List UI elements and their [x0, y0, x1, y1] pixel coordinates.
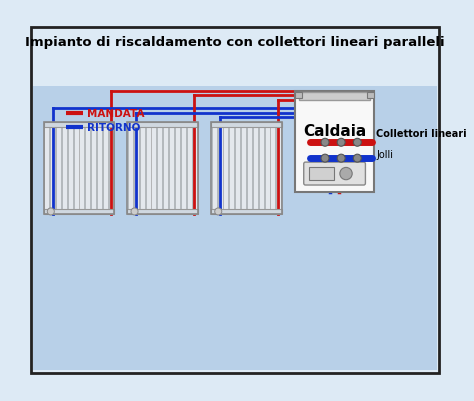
Bar: [33, 87, 437, 370]
Bar: [211, 122, 282, 215]
Bar: [295, 91, 374, 192]
Text: Caldaia: Caldaia: [303, 124, 366, 139]
Bar: [44, 122, 114, 215]
Bar: [309, 168, 334, 180]
Bar: [91, 122, 96, 215]
FancyBboxPatch shape: [304, 163, 365, 186]
Text: MANDATA: MANDATA: [87, 109, 145, 118]
Bar: [128, 122, 133, 215]
Circle shape: [354, 155, 361, 163]
Text: Impianto di riscaldamento con collettori lineari paralleli: Impianto di riscaldamento con collettori…: [25, 36, 445, 49]
Text: RITORNO: RITORNO: [87, 123, 140, 132]
Bar: [151, 122, 156, 215]
Circle shape: [337, 139, 345, 147]
Bar: [128, 122, 198, 128]
Bar: [56, 122, 61, 215]
Bar: [247, 122, 252, 215]
Bar: [259, 122, 264, 215]
Circle shape: [47, 209, 55, 215]
Circle shape: [215, 209, 222, 215]
Bar: [276, 122, 281, 215]
Bar: [235, 122, 240, 215]
Bar: [218, 122, 222, 215]
Bar: [211, 122, 282, 128]
Bar: [241, 122, 246, 215]
Bar: [128, 209, 198, 215]
Bar: [163, 122, 168, 215]
Bar: [44, 209, 114, 215]
Circle shape: [340, 168, 352, 180]
Bar: [270, 122, 275, 215]
Bar: [134, 122, 139, 215]
Bar: [109, 122, 114, 215]
Bar: [253, 122, 258, 215]
Bar: [103, 122, 108, 215]
Bar: [62, 122, 67, 215]
Bar: [146, 122, 151, 215]
Bar: [128, 122, 198, 215]
Circle shape: [321, 139, 329, 147]
Bar: [50, 122, 55, 215]
Bar: [97, 122, 102, 215]
Bar: [85, 122, 91, 215]
Bar: [187, 122, 191, 215]
Bar: [299, 93, 370, 100]
Circle shape: [131, 209, 138, 215]
Bar: [264, 122, 270, 215]
Bar: [169, 122, 174, 215]
Circle shape: [321, 155, 329, 163]
Circle shape: [354, 139, 361, 147]
Bar: [157, 122, 162, 215]
Bar: [73, 122, 79, 215]
Bar: [175, 122, 180, 215]
Bar: [312, 127, 370, 175]
Bar: [211, 122, 217, 215]
Bar: [181, 122, 186, 215]
Bar: [80, 122, 84, 215]
Text: Jolli: Jolli: [376, 150, 393, 160]
Bar: [223, 122, 228, 215]
Bar: [295, 93, 302, 99]
Bar: [44, 122, 114, 128]
Bar: [44, 122, 49, 215]
Bar: [211, 209, 282, 215]
Bar: [367, 93, 374, 99]
Circle shape: [337, 155, 345, 163]
Bar: [229, 122, 234, 215]
Bar: [192, 122, 198, 215]
Bar: [140, 122, 145, 215]
Text: Collettori lineari: Collettori lineari: [376, 129, 466, 138]
Bar: [68, 122, 73, 215]
